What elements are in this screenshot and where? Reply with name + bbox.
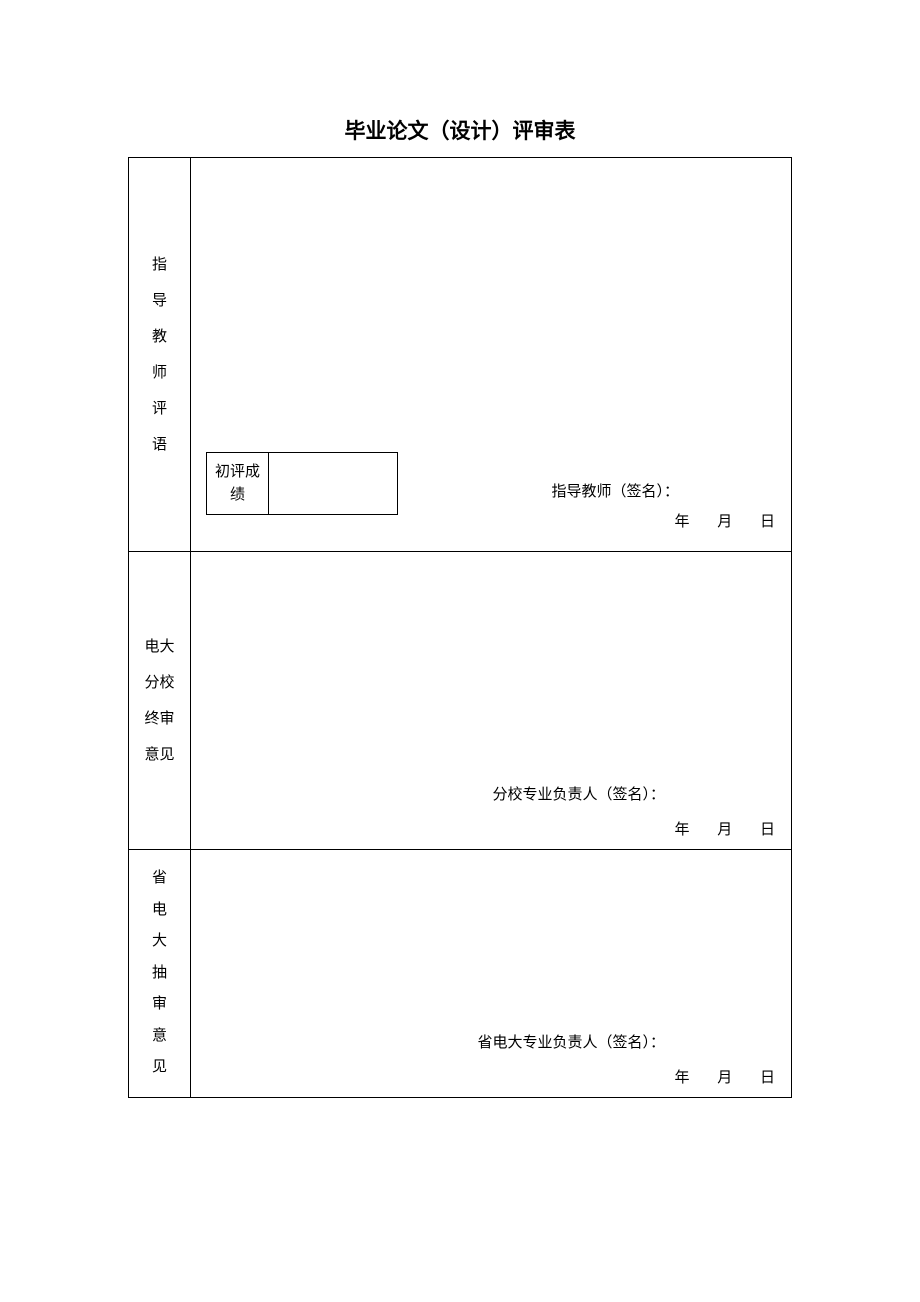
provincial-signature-block: 省电大专业负责人（签名）： 年 月 日 bbox=[477, 1031, 775, 1087]
date-year: 年 bbox=[674, 510, 689, 531]
label-char: 大 bbox=[152, 926, 167, 958]
preliminary-score-box: 初评成绩 bbox=[206, 452, 398, 515]
vertical-label-2: 电大 分校 终审 意见 bbox=[129, 629, 190, 773]
advisor-signature-label: 指导教师（签名）： bbox=[551, 480, 679, 501]
date-day: 日 bbox=[760, 510, 775, 531]
branch-signature-block: 分校专业负责人（签名）： 年 月 日 bbox=[492, 783, 775, 839]
label-provincial-review: 省 电 大 抽 审 意 见 bbox=[129, 850, 191, 1098]
provincial-signature-label: 省电大专业负责人（签名）： bbox=[477, 1031, 665, 1052]
label-char: 意 bbox=[152, 1021, 167, 1053]
label-char: 教 bbox=[152, 319, 167, 355]
content-branch-review: 分校专业负责人（签名）： 年 月 日 bbox=[191, 552, 792, 850]
label-char: 电大 bbox=[144, 629, 174, 665]
date-month: 月 bbox=[717, 510, 732, 531]
vertical-label-3: 省 电 大 抽 审 意 见 bbox=[129, 863, 190, 1084]
date-day: 日 bbox=[760, 818, 775, 839]
label-char: 指 bbox=[152, 247, 167, 283]
label-advisor-comments: 指 导 教 师 评 语 bbox=[129, 158, 191, 552]
label-char: 电 bbox=[152, 895, 167, 927]
row-provincial-review: 省 电 大 抽 审 意 见 省电大专业负责人（签名）： 年 月 日 bbox=[129, 850, 792, 1098]
date-line-1: 年 月 日 bbox=[650, 514, 775, 530]
row-advisor-comments: 指 导 教 师 评 语 初评成绩 指导教师（签名）： 年 月 日 bbox=[129, 158, 792, 552]
label-char: 意见 bbox=[144, 737, 174, 773]
date-line-3: 年 月 日 bbox=[650, 1070, 775, 1086]
label-char: 导 bbox=[152, 283, 167, 319]
label-char: 师 bbox=[152, 355, 167, 391]
label-char: 分校 bbox=[144, 665, 174, 701]
label-char: 见 bbox=[152, 1052, 167, 1084]
label-char: 终审 bbox=[144, 701, 174, 737]
date-month: 月 bbox=[717, 1066, 732, 1087]
form-title: 毕业论文（设计）评审表 bbox=[128, 115, 792, 145]
content-provincial-review: 省电大专业负责人（签名）： 年 月 日 bbox=[191, 850, 792, 1098]
preliminary-score-value bbox=[269, 453, 397, 514]
date-day: 日 bbox=[760, 1066, 775, 1087]
content-advisor-comments: 初评成绩 指导教师（签名）： 年 月 日 bbox=[191, 158, 792, 552]
label-char: 审 bbox=[152, 989, 167, 1021]
label-char: 语 bbox=[152, 427, 167, 463]
date-line-2: 年 月 日 bbox=[650, 822, 775, 838]
advisor-signature-block: 年 月 日 bbox=[650, 510, 775, 531]
date-month: 月 bbox=[717, 818, 732, 839]
branch-signature-label: 分校专业负责人（签名）： bbox=[492, 783, 665, 804]
row-branch-review: 电大 分校 终审 意见 分校专业负责人（签名）： 年 月 日 bbox=[129, 552, 792, 850]
label-char: 省 bbox=[152, 863, 167, 895]
label-char: 抽 bbox=[152, 958, 167, 990]
date-year: 年 bbox=[674, 1066, 689, 1087]
date-year: 年 bbox=[674, 818, 689, 839]
preliminary-score-label: 初评成绩 bbox=[207, 453, 269, 514]
review-form-table: 指 导 教 师 评 语 初评成绩 指导教师（签名）： 年 月 日 bbox=[128, 157, 792, 1098]
vertical-label-1: 指 导 教 师 评 语 bbox=[129, 247, 190, 463]
label-branch-review: 电大 分校 终审 意见 bbox=[129, 552, 191, 850]
label-char: 评 bbox=[152, 391, 167, 427]
